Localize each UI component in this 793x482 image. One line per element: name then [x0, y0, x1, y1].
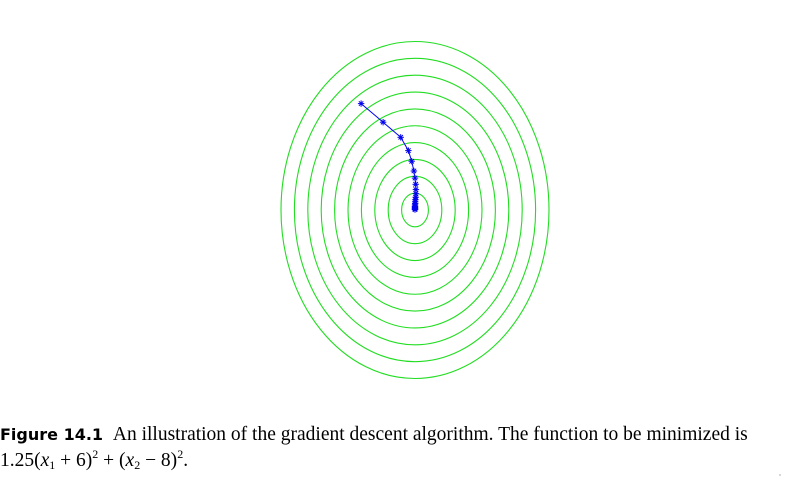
contour-ellipse-5 — [347, 125, 483, 295]
contour-ellipse-3 — [374, 158, 456, 262]
contour-ellipse-4 — [360, 142, 470, 278]
formula-x1-var: x — [40, 450, 50, 471]
formula-x2-exp: 2 — [177, 447, 184, 461]
descent-path — [357, 100, 420, 213]
descent-point-7 — [411, 174, 419, 182]
caption-formula: 1.25(x1 + 6)2 + (x2 − 8)2. — [0, 447, 189, 472]
gradient-descent-figure — [280, 40, 550, 380]
formula-x1-exp: 2 — [92, 447, 99, 461]
contour-ellipse-9 — [293, 57, 537, 363]
contour-ellipse-8 — [307, 74, 523, 346]
formula-x2-var: x — [125, 450, 135, 471]
formula-coef: 1.25( — [0, 450, 41, 471]
formula-x2-rest: − 8) — [140, 450, 178, 471]
caption-text: An illustration of the gradient descent … — [112, 424, 748, 445]
corner-speck — [779, 474, 781, 476]
figure-label: Figure 14.1 — [0, 425, 104, 444]
contour-ellipse-10 — [280, 40, 550, 380]
figure-caption: Figure 14.1 An illustration of the gradi… — [0, 422, 790, 474]
descent-point-9 — [412, 186, 420, 193]
formula-x1-sub: 1 — [49, 458, 56, 472]
contour-lines — [280, 40, 550, 380]
formula-x2-sub: 2 — [134, 458, 141, 472]
formula-plus: + ( — [98, 450, 126, 471]
descent-point-6 — [410, 167, 418, 175]
descent-point-20 — [411, 206, 419, 213]
descent-point-2 — [379, 119, 387, 126]
descent-path-line — [360, 103, 417, 210]
descent-point-4 — [405, 147, 412, 154]
contour-ellipse-7 — [320, 91, 510, 329]
descent-point-5 — [408, 158, 415, 165]
descent-point-3 — [397, 134, 404, 141]
descent-point-1 — [357, 100, 365, 107]
contour-ellipse-6 — [334, 108, 496, 312]
formula-x1-rest: + 6) — [55, 450, 93, 471]
formula-end: . — [183, 450, 189, 471]
